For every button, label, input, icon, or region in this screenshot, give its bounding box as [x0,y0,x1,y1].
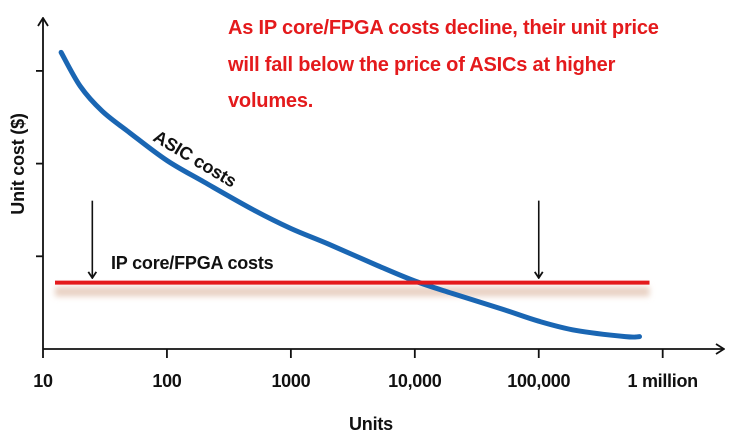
series-label-fpga: IP core/FPGA costs [111,253,274,273]
y-axis-title: Unit cost ($) [8,113,28,215]
series-layer [55,49,650,340]
x-tick-label-2: 1000 [271,371,310,391]
x-tick-label-0: 10 [33,371,53,391]
annotation-line-2: will fall below the price of ASICs at hi… [227,54,616,76]
x-tick-label-5: 1 million [628,371,698,391]
x-tick-label-1: 100 [152,371,181,391]
x-axis-title: Units [349,414,393,434]
fpga-line-shadow [55,286,650,297]
annotation-line-1: As IP core/FPGA costs decline, their uni… [228,17,659,39]
x-tick-label-4: 100,000 [507,371,570,391]
arrow-layer [92,200,538,278]
y-ticks [36,70,43,258]
annotation-line-3: volumes. [228,90,313,112]
asic-cost-line [58,49,643,340]
x-tick-label-3: 10,000 [388,371,442,391]
x-ticks: 10 100 1000 10,000 100,000 1 million [33,349,698,391]
annotation-text: As IP core/FPGA costs decline, their uni… [227,17,659,112]
